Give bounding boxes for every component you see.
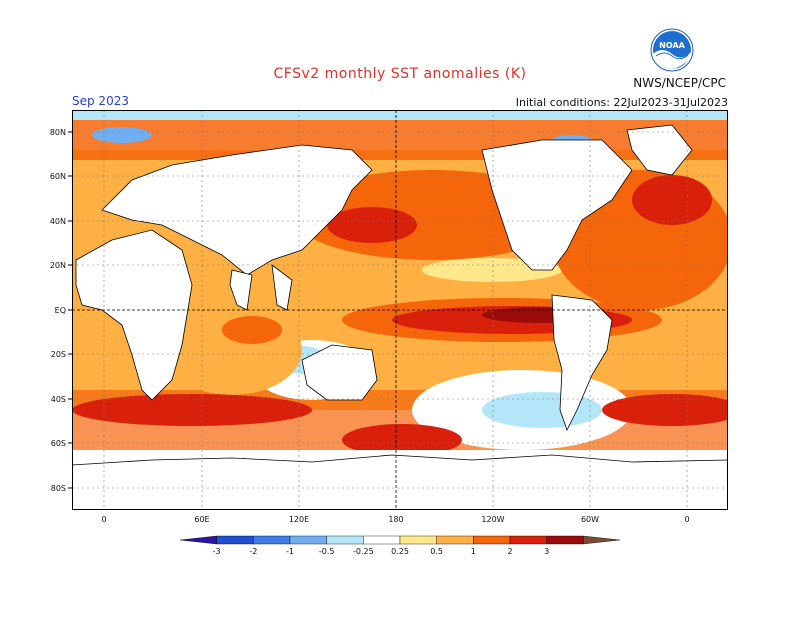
- colorbar-tick-label: -2: [249, 547, 257, 556]
- colorbar-swatch: [546, 535, 584, 545]
- agency-label: NWS/NCEP/CPC: [633, 76, 726, 90]
- anomaly-colorbar: -3 -2 -1 -0.5 -0.25 0.25 0.5 1 2 3: [179, 535, 621, 556]
- latitude-label: 80N: [50, 128, 66, 137]
- colorbar-tick-label: 3: [544, 547, 549, 556]
- equator-dateline: [72, 110, 728, 510]
- colorbar-swatch: [363, 535, 401, 545]
- longitude-labels: 0 60E 120E 180 120W 60W 0: [101, 515, 689, 524]
- period-label: Sep 2023: [72, 94, 129, 108]
- colorbar-tick-label: 0.5: [430, 547, 443, 556]
- latitude-label: 20S: [51, 350, 66, 359]
- latitude-label: 40N: [50, 217, 66, 226]
- longitude-label: 120W: [481, 515, 504, 524]
- colorbar-tick-label: 2: [507, 547, 512, 556]
- colorbar-swatch: [509, 535, 547, 545]
- longitude-label: 0: [101, 515, 106, 524]
- latitude-label: 60S: [51, 439, 66, 448]
- colorbar-swatch: [253, 535, 291, 545]
- latitude-label: 20N: [50, 261, 66, 270]
- longitude-label: 60W: [581, 515, 599, 524]
- map-frame: [72, 110, 728, 510]
- land-masses: [72, 124, 728, 510]
- colorbar-swatch: [436, 535, 474, 545]
- colorbar-swatch: [326, 535, 364, 545]
- colorbar-swatch: [216, 535, 254, 545]
- colorbar-swatch: [399, 535, 437, 545]
- latitude-label: EQ: [55, 306, 66, 315]
- longitude-label: 120E: [289, 515, 309, 524]
- sst-anomaly-map: [72, 110, 728, 510]
- map-title: CFSv2 monthly SST anomalies (K): [273, 66, 527, 82]
- colorbar-tick-label: -3: [213, 547, 221, 556]
- latitude-label: 80S: [51, 484, 66, 493]
- longitude-label: 0: [684, 515, 689, 524]
- colorbar-tick-label: 0.25: [391, 547, 409, 556]
- latitude-label: 40S: [51, 395, 66, 404]
- colorbar-tick-label: -0.25: [353, 547, 374, 556]
- colorbar-tick-label: -1: [286, 547, 294, 556]
- colorbar-swatch: [473, 535, 511, 545]
- colorbar-low-arrow: [179, 535, 217, 545]
- latitude-labels: 80N 60N 40N 20N EQ 20S 40S 60S 80S: [50, 128, 72, 493]
- longitude-label: 180: [388, 515, 403, 524]
- colorbar-tick-label: 1: [471, 547, 476, 556]
- noaa-logo-icon: NOAA: [650, 28, 694, 72]
- longitude-label: 60E: [194, 515, 209, 524]
- colorbar-swatch: [289, 535, 327, 545]
- latitude-label: 60N: [50, 172, 66, 181]
- colorbar-high-arrow: [583, 535, 621, 545]
- colorbar-tick-label: -0.5: [319, 547, 335, 556]
- initial-conditions-label: Initial conditions: 22Jul2023-31Jul2023: [515, 96, 728, 109]
- logo-text: NOAA: [659, 41, 685, 50]
